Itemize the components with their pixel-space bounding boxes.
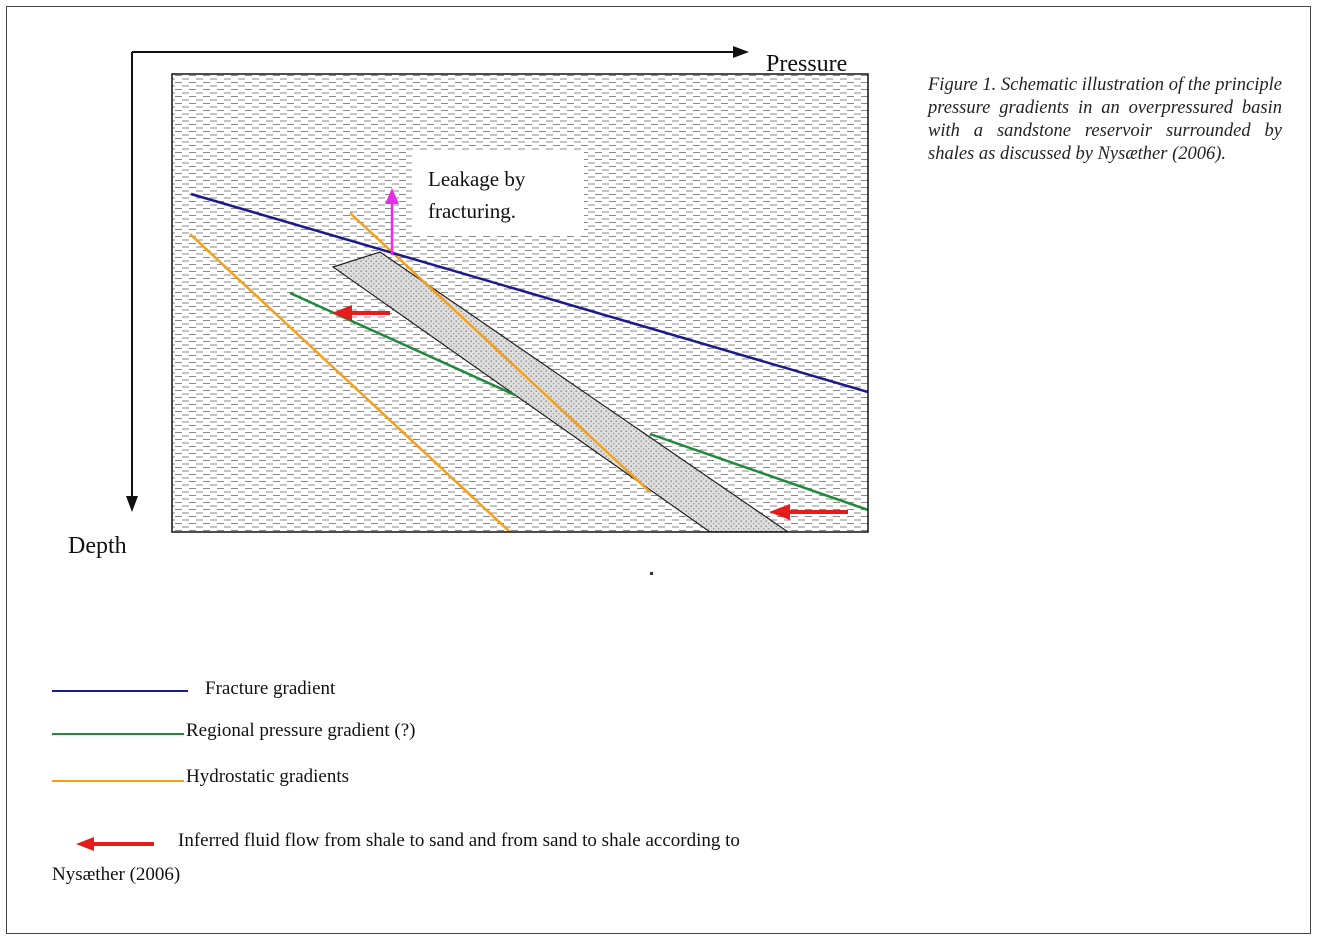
legend-item-fracture: Fracture gradient: [52, 678, 452, 702]
legend-item-hydrostatic: Hydrostatic gradients: [52, 766, 552, 790]
annotation-box: [412, 150, 584, 236]
fluid-flow-arrow-swatch: [76, 836, 156, 852]
legend-item-regional: Regional pressure gradient (?): [52, 720, 552, 744]
shale-background: [172, 74, 868, 532]
legend-label-fluid-flow-citation: Nysæther (2006): [52, 864, 180, 886]
leakage-annotation-line2: fracturing.: [428, 199, 516, 223]
stray-dot: [650, 572, 653, 575]
legend-label-hydrostatic: Hydrostatic gradients: [186, 766, 349, 788]
hydrostatic-gradient-swatch: [52, 780, 184, 782]
legend-label-fracture: Fracture gradient: [205, 678, 335, 700]
fracture-gradient-swatch: [52, 690, 188, 692]
figure-caption: Figure 1. Schematic illustration of the …: [928, 74, 1282, 166]
legend-label-regional: Regional pressure gradient (?): [186, 720, 416, 742]
pressure-axis: [132, 46, 749, 58]
depth-axis-label: Depth: [68, 533, 127, 559]
leakage-annotation-line1: Leakage by: [428, 167, 526, 191]
legend-label-fluid-flow: Inferred fluid flow from shale to sand a…: [178, 830, 740, 852]
pressure-axis-label: Pressure: [766, 51, 847, 77]
depth-axis: [126, 52, 138, 512]
legend-item-fluid-flow: Inferred fluid flow from shale to sand a…: [52, 830, 1012, 854]
regional-gradient-swatch: [52, 733, 184, 735]
